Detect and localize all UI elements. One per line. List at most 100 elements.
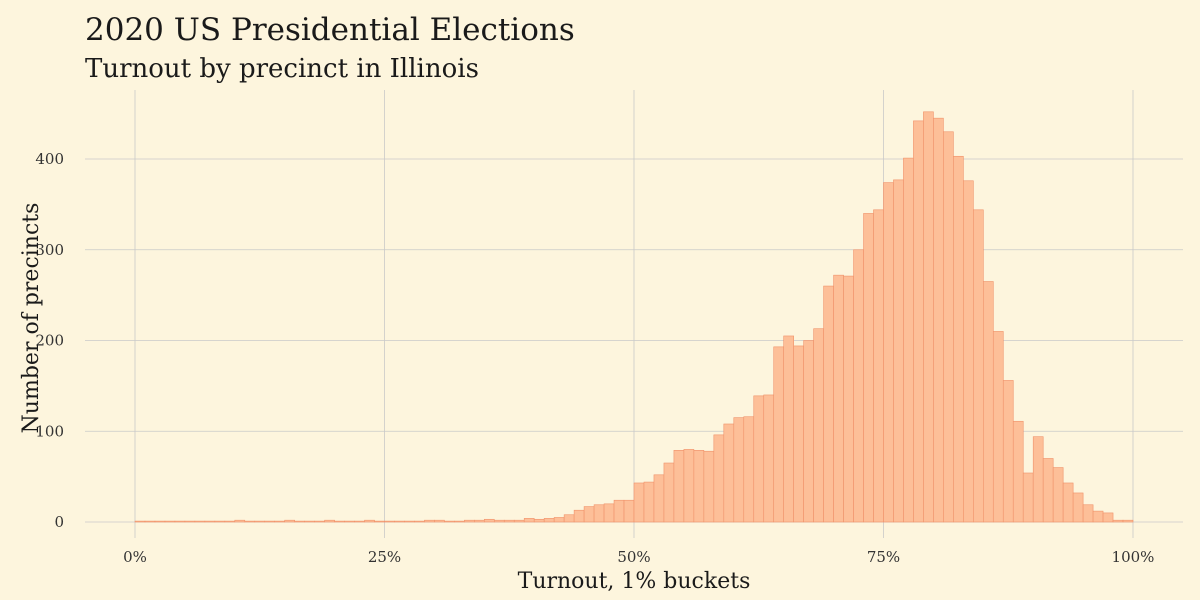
histogram-bar <box>583 506 595 523</box>
histogram-bar <box>623 499 635 523</box>
histogram-bar <box>274 520 286 523</box>
histogram-bar <box>1092 510 1104 523</box>
histogram-bar <box>853 249 864 523</box>
y-tick-label: 100 <box>35 422 64 440</box>
histogram-bar <box>354 520 365 523</box>
histogram-bar <box>1052 467 1064 523</box>
histogram-bar <box>783 335 794 523</box>
histogram-bar <box>933 117 944 523</box>
histogram-bar <box>513 519 525 523</box>
histogram-bar <box>703 450 715 523</box>
histogram-bar <box>753 395 765 523</box>
histogram-bar <box>374 520 385 523</box>
histogram-bar <box>733 417 745 523</box>
histogram-bar <box>244 520 256 523</box>
y-tick-label: 0 <box>54 513 64 531</box>
histogram-bar <box>1112 519 1124 523</box>
histogram-bar <box>334 520 345 523</box>
histogram-bar <box>464 519 475 523</box>
histogram-bar <box>863 213 874 523</box>
histogram-bar <box>533 518 545 523</box>
histogram-bar <box>633 482 645 523</box>
histogram-bar <box>813 328 824 523</box>
histogram-bar <box>953 155 964 523</box>
histogram-bar <box>474 519 485 523</box>
histogram-bar <box>294 520 305 523</box>
histogram-bar <box>873 209 884 523</box>
histogram-bar <box>384 520 395 523</box>
histogram-bar <box>833 274 844 523</box>
histogram-bar <box>344 520 355 523</box>
histogram-bar <box>364 519 375 523</box>
histogram-bar <box>613 499 625 523</box>
histogram-bar <box>693 450 705 523</box>
histogram-bar <box>573 509 585 523</box>
histogram-bar <box>144 520 156 523</box>
histogram-bar <box>1042 458 1054 523</box>
histogram-bar <box>424 519 435 523</box>
x-tick-label: 75% <box>867 548 900 566</box>
y-axis-title: Number of precincts <box>19 203 44 434</box>
x-tick-label: 0% <box>123 548 147 566</box>
y-tick-labels: 0 100 200 300 400 <box>35 150 64 531</box>
histogram-bar <box>1062 482 1074 523</box>
histogram-bar <box>454 520 465 523</box>
histogram-bar <box>1012 420 1024 523</box>
x-tick-label: 50% <box>617 548 650 566</box>
histogram-bar <box>663 462 675 523</box>
histogram-bar <box>503 519 515 523</box>
x-tick-label: 100% <box>1112 548 1155 566</box>
histogram-bar <box>404 520 415 523</box>
histogram-bar <box>1022 472 1034 523</box>
y-tick-label: 400 <box>35 150 64 168</box>
histogram-bar <box>743 416 755 523</box>
histogram-bar <box>763 394 775 523</box>
histogram-bar <box>603 503 615 523</box>
histogram-bar <box>154 520 166 523</box>
histogram-bar <box>992 331 1004 523</box>
histogram-bar <box>254 520 266 523</box>
histogram-bar <box>723 423 735 523</box>
histogram-bar <box>204 520 216 523</box>
histogram-bar <box>943 131 954 523</box>
histogram-bar <box>224 520 236 523</box>
histogram-bar <box>194 520 206 523</box>
histogram-bar <box>394 520 405 523</box>
x-axis-title: Turnout, 1% buckets <box>518 569 751 594</box>
histogram-bar <box>304 520 315 523</box>
histogram-bar <box>324 519 335 523</box>
histogram-bar <box>653 474 665 523</box>
histogram-bar <box>434 519 445 523</box>
histogram-bar <box>903 157 914 523</box>
histogram-bar <box>823 285 834 523</box>
histogram-bar <box>843 275 854 523</box>
histogram-bar <box>883 182 894 523</box>
histogram-bar <box>1102 512 1114 523</box>
histogram-bar <box>314 520 325 523</box>
histogram-bar <box>284 519 295 523</box>
histogram-bar <box>1032 436 1044 523</box>
histogram-bar <box>683 449 695 523</box>
histogram-bar <box>134 520 146 523</box>
histogram-bar <box>264 520 276 523</box>
histogram-bar <box>1002 380 1014 523</box>
histogram-bar <box>414 520 425 523</box>
histogram-bar <box>893 179 904 523</box>
histogram-bar <box>913 120 924 523</box>
histogram-bar <box>174 520 186 523</box>
histogram-bars <box>134 111 1134 523</box>
histogram-bar <box>593 504 605 523</box>
histogram-bar <box>214 520 226 523</box>
histogram-bar <box>963 180 974 523</box>
chart-title: 2020 US Presidential Elections <box>85 12 575 48</box>
histogram-bar <box>793 345 804 523</box>
histogram-bar <box>553 517 565 523</box>
histogram-bar <box>673 450 685 523</box>
histogram-bar <box>164 520 176 523</box>
histogram-bar <box>483 518 495 523</box>
histogram-bar <box>543 518 555 523</box>
x-tick-label: 25% <box>368 548 401 566</box>
histogram-bar <box>973 209 984 523</box>
histogram-bar <box>643 481 655 523</box>
